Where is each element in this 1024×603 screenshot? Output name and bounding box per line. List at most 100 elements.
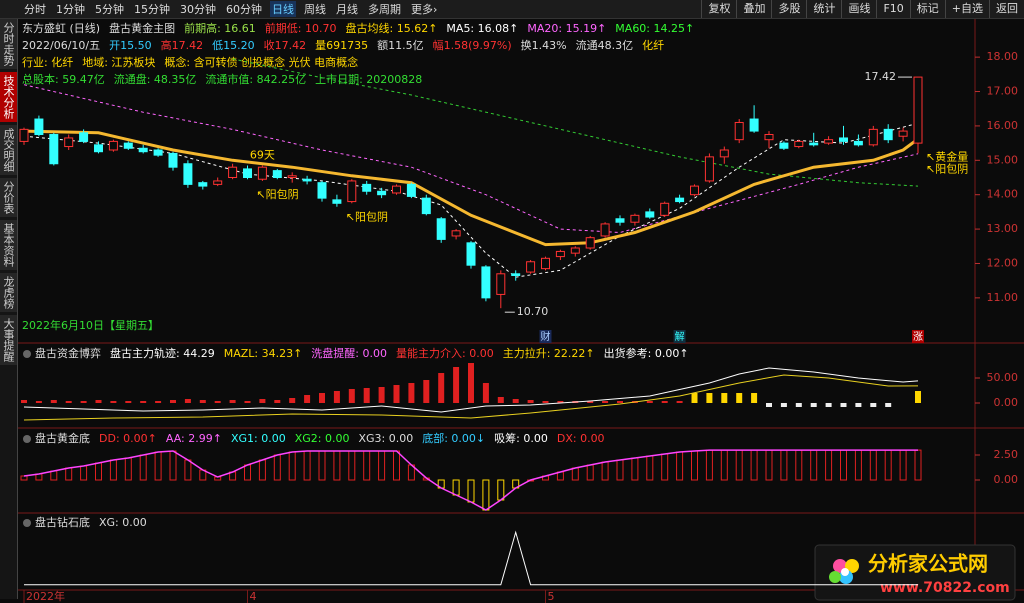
tool-button[interactable]: 标记: [909, 0, 945, 18]
candle-body: [749, 118, 759, 132]
indicator-bar: [468, 363, 474, 403]
indicator-bar: [214, 401, 221, 403]
tool-button[interactable]: 叠加: [736, 0, 771, 18]
info-item: 盘古黄金底: [35, 431, 90, 445]
info-line: 盘古钻石底 XG: 0.00: [35, 515, 147, 529]
indicator-bar: [110, 401, 117, 403]
info-item: 幅1.58(9.97%): [433, 39, 512, 52]
indicator-line: [23, 129, 919, 247]
info-item: 量能主力介入: 0.00: [396, 346, 494, 360]
event-marker-box: [912, 330, 924, 343]
candle-body: [183, 163, 193, 185]
sidebar: 分时走势技术分析成交明细分价表基本资料龙虎榜大事提醒: [0, 19, 18, 599]
tool-button[interactable]: 复权: [701, 0, 736, 18]
candle-body: [675, 197, 685, 203]
candle-body: [34, 118, 44, 136]
indicator-bar: [870, 403, 877, 407]
indicator-bar: [21, 400, 27, 403]
side-tab[interactable]: 龙虎榜: [0, 273, 17, 312]
info-item: 收17.42: [264, 38, 307, 52]
side-tab[interactable]: 技术分析: [0, 72, 17, 122]
info-item: 化纤: [642, 38, 664, 52]
annotation: ↖阳包阴: [346, 210, 388, 223]
period-tab[interactable]: 日线: [270, 1, 296, 17]
side-tab[interactable]: 大事提醒: [0, 315, 17, 365]
candle-body: [302, 178, 312, 182]
tool-button[interactable]: 多股: [771, 0, 806, 18]
info-item: MAZL: 34.23↑: [224, 347, 303, 360]
side-tab[interactable]: 分时走势: [0, 19, 17, 69]
candle-body: [764, 134, 774, 141]
tool-button[interactable]: 统计: [806, 0, 841, 18]
indicator-bar: [95, 400, 102, 403]
panel-icon: [23, 519, 31, 527]
period-tab[interactable]: 15分钟: [134, 3, 170, 16]
indicator-bar: [65, 401, 72, 403]
candle-body: [421, 197, 431, 215]
indicator-bar: [617, 401, 623, 403]
y-tick-label: 17.00: [987, 85, 1019, 98]
candle-body: [436, 218, 446, 240]
event-marker-box: [673, 330, 686, 343]
info-item: DX: 0.00: [557, 432, 605, 445]
info-item: 地域: 江苏板块: [82, 55, 155, 69]
indicator-bar: [348, 389, 355, 403]
period-tab[interactable]: 60分钟: [226, 3, 262, 16]
indicator-bar: [244, 401, 251, 403]
info-item: 吸筹: 0.00: [494, 431, 548, 445]
watermark-url: www.70822.com: [880, 580, 1010, 596]
candle-body: [630, 214, 640, 223]
info-line: 盘古黄金底 DD: 0.00↑ AA: 2.99↑ XG1: 0.00 XG2: 0.0…: [35, 431, 605, 445]
indicator-bar: [646, 401, 653, 403]
indicator-line: [23, 367, 919, 413]
info-item: 开15.50: [109, 39, 152, 52]
info-line: 行业: 化纤 地域: 江苏板块 概念: 含可转债 创投概念 光伏 电商概念: [22, 55, 358, 69]
candle-body: [406, 183, 416, 197]
indicator-bar: [825, 403, 832, 407]
info-item: 东方盛虹 (日线): [22, 21, 100, 35]
indicator-bar: [393, 385, 400, 403]
candle-body: [347, 180, 357, 203]
candle-body: [615, 218, 625, 223]
info-item: 行业: 化纤: [22, 55, 73, 69]
period-tab[interactable]: 多周期: [368, 3, 401, 16]
side-tab[interactable]: 成交明细: [0, 125, 17, 175]
period-tab[interactable]: 5分钟: [95, 3, 124, 16]
indicator-bar: [140, 401, 147, 403]
candle-body: [94, 144, 103, 153]
side-tab[interactable]: 分价表: [0, 178, 17, 217]
period-tab[interactable]: 月线: [336, 3, 358, 16]
watermark-title: 分析家公式网: [868, 552, 988, 576]
candle-body: [377, 190, 387, 196]
candle-body: [704, 156, 714, 182]
side-tab[interactable]: 基本资料: [0, 220, 17, 270]
candle-body: [794, 140, 804, 148]
info-item: XG2: 0.00: [295, 432, 350, 445]
info-item: XG1: 0.00: [231, 432, 286, 445]
indicator-bar: [170, 400, 176, 403]
period-tab[interactable]: 更多›: [411, 3, 438, 16]
tool-button[interactable]: +自选: [944, 0, 989, 18]
tool-button[interactable]: 返回: [989, 0, 1024, 18]
candle-body: [213, 180, 223, 185]
candle-body: [496, 273, 506, 295]
period-tab[interactable]: 1分钟: [56, 3, 85, 16]
period-tab[interactable]: 30分钟: [180, 3, 216, 16]
candle-body: [168, 152, 178, 168]
info-item: 高17.42: [161, 38, 204, 52]
candle-body: [49, 134, 59, 165]
tool-button[interactable]: F10: [876, 0, 909, 18]
event-marker: 涨: [913, 331, 923, 343]
info-item: 量691735: [315, 39, 368, 52]
watermark-box: [814, 544, 1016, 601]
indicator-bar: [542, 401, 549, 403]
tool-button[interactable]: 画线: [841, 0, 876, 18]
indicator-line: [23, 374, 919, 421]
indicator-bar: [50, 400, 57, 403]
indicator-bar: [274, 400, 281, 403]
period-tab[interactable]: 周线: [304, 3, 326, 16]
indicator-bar: [885, 403, 892, 407]
candle-body: [228, 166, 238, 179]
period-tab[interactable]: 分时: [24, 3, 46, 16]
